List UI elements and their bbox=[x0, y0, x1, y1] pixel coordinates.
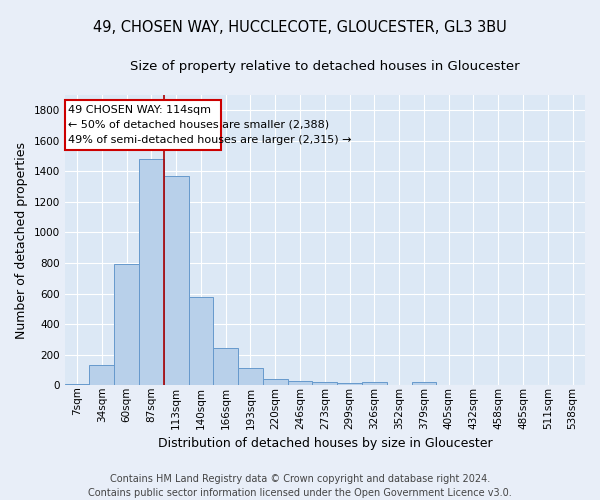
Bar bbox=[114, 264, 139, 385]
Bar bbox=[65, 384, 89, 385]
Text: ← 50% of detached houses are smaller (2,388): ← 50% of detached houses are smaller (2,… bbox=[68, 120, 329, 130]
Text: 49% of semi-detached houses are larger (2,315) →: 49% of semi-detached houses are larger (… bbox=[68, 135, 352, 145]
Bar bbox=[214, 348, 238, 385]
Bar bbox=[263, 379, 287, 385]
Y-axis label: Number of detached properties: Number of detached properties bbox=[15, 142, 28, 338]
Bar bbox=[313, 382, 337, 385]
Text: 49 CHOSEN WAY: 114sqm: 49 CHOSEN WAY: 114sqm bbox=[68, 104, 211, 115]
Bar bbox=[362, 382, 387, 385]
Title: Size of property relative to detached houses in Gloucester: Size of property relative to detached ho… bbox=[130, 60, 520, 73]
Bar bbox=[412, 382, 436, 385]
FancyBboxPatch shape bbox=[65, 100, 221, 150]
X-axis label: Distribution of detached houses by size in Gloucester: Distribution of detached houses by size … bbox=[158, 437, 492, 450]
Bar bbox=[139, 159, 164, 385]
Bar bbox=[188, 298, 214, 385]
Bar bbox=[164, 176, 188, 385]
Bar bbox=[287, 381, 313, 385]
Text: Contains HM Land Registry data © Crown copyright and database right 2024.
Contai: Contains HM Land Registry data © Crown c… bbox=[88, 474, 512, 498]
Text: 49, CHOSEN WAY, HUCCLECOTE, GLOUCESTER, GL3 3BU: 49, CHOSEN WAY, HUCCLECOTE, GLOUCESTER, … bbox=[93, 20, 507, 35]
Bar bbox=[89, 364, 114, 385]
Bar bbox=[337, 383, 362, 385]
Bar bbox=[238, 368, 263, 385]
